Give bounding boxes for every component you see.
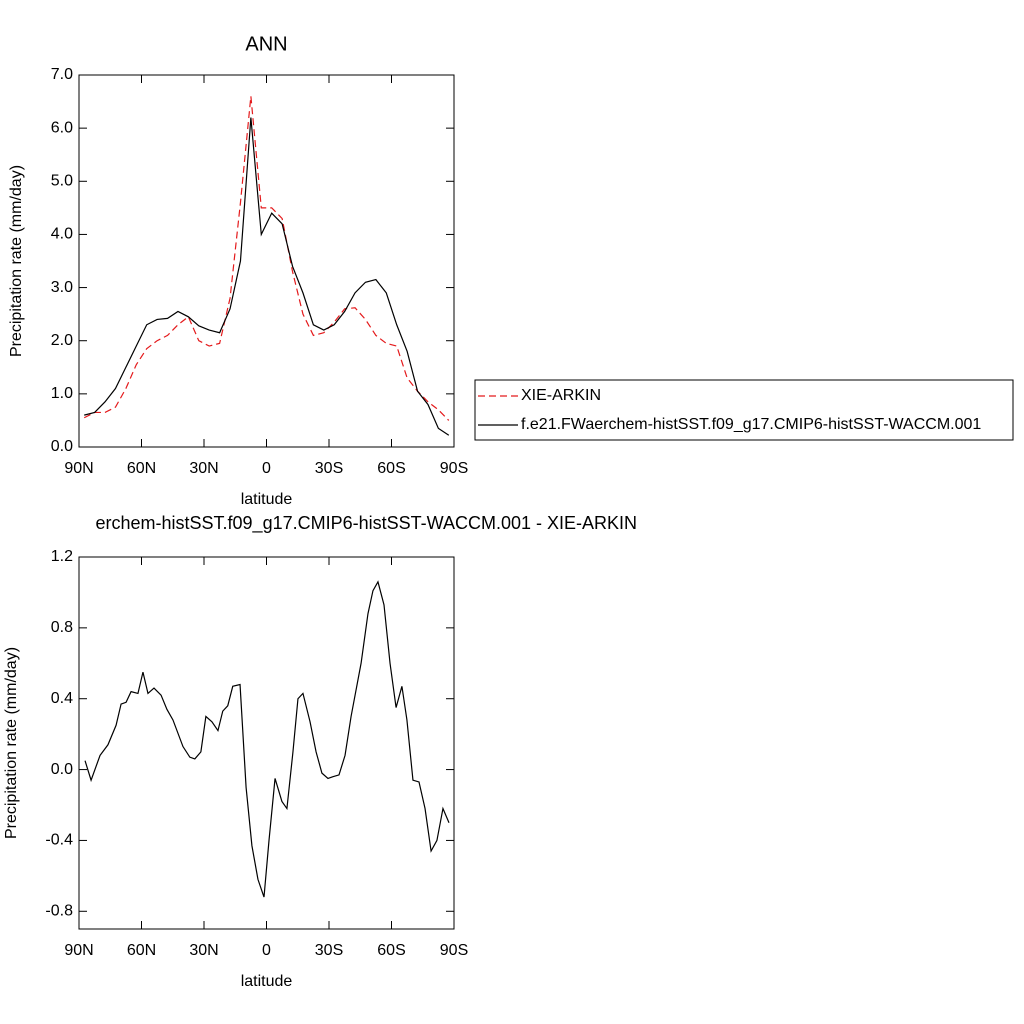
data-line bbox=[83, 96, 450, 421]
x-tick-label: 60S bbox=[377, 942, 405, 959]
legend: XIE-ARKIN f.e21.FWaerchem-histSST.f09_g17… bbox=[474, 379, 1014, 441]
data-line bbox=[84, 580, 450, 898]
chart-title: ANN bbox=[245, 33, 287, 55]
x-tick-label: 0 bbox=[262, 942, 271, 959]
y-tick-label: 5.0 bbox=[51, 173, 73, 190]
x-tick-label: 60N bbox=[127, 460, 156, 477]
y-tick-label: 7.0 bbox=[51, 66, 73, 83]
y-axis-label: Precipitation rate (mm/day) bbox=[8, 165, 25, 357]
legend-label: XIE-ARKIN bbox=[521, 387, 601, 404]
x-tick-label: 30N bbox=[189, 460, 218, 477]
y-tick-label: 2.0 bbox=[51, 332, 73, 349]
y-tick-label: 1.2 bbox=[51, 548, 73, 565]
y-tick-label: 4.0 bbox=[51, 226, 73, 243]
x-axis-label: latitude bbox=[241, 973, 293, 990]
plot-frame bbox=[78, 74, 455, 448]
y-tick-label: 0.4 bbox=[51, 690, 73, 707]
legend-box bbox=[474, 379, 1014, 441]
x-tick-label: 90S bbox=[440, 942, 468, 959]
y-tick-label: 0.8 bbox=[51, 619, 73, 636]
x-tick-label: 90N bbox=[64, 460, 93, 477]
x-axis-label: latitude bbox=[241, 491, 293, 508]
y-tick-label: 1.0 bbox=[51, 385, 73, 402]
data-line bbox=[84, 117, 450, 436]
x-tick-label: 90S bbox=[440, 460, 468, 477]
y-tick-label: 3.0 bbox=[51, 279, 73, 296]
legend-label: f.e21.FWaerchem-histSST.f09_g17.CMIP6-hi… bbox=[521, 416, 981, 433]
y-tick-label: 0.0 bbox=[51, 438, 73, 455]
x-tick-label: 0 bbox=[262, 460, 271, 477]
x-tick-label: 60S bbox=[377, 460, 405, 477]
x-tick-label: 30N bbox=[189, 942, 218, 959]
x-tick-label: 30S bbox=[315, 460, 343, 477]
chart-title: erchem-histSST.f09_g17.CMIP6-histSST-WAC… bbox=[96, 513, 638, 534]
x-tick-label: 90N bbox=[64, 942, 93, 959]
y-tick-label: -0.4 bbox=[45, 832, 73, 849]
y-axis-label: Precipitation rate (mm/day) bbox=[3, 647, 20, 839]
y-tick-label: -0.8 bbox=[45, 903, 73, 920]
y-tick-label: 0.0 bbox=[51, 761, 73, 778]
x-tick-label: 60N bbox=[127, 942, 156, 959]
x-tick-label: 30S bbox=[315, 942, 343, 959]
y-tick-label: 6.0 bbox=[51, 119, 73, 136]
